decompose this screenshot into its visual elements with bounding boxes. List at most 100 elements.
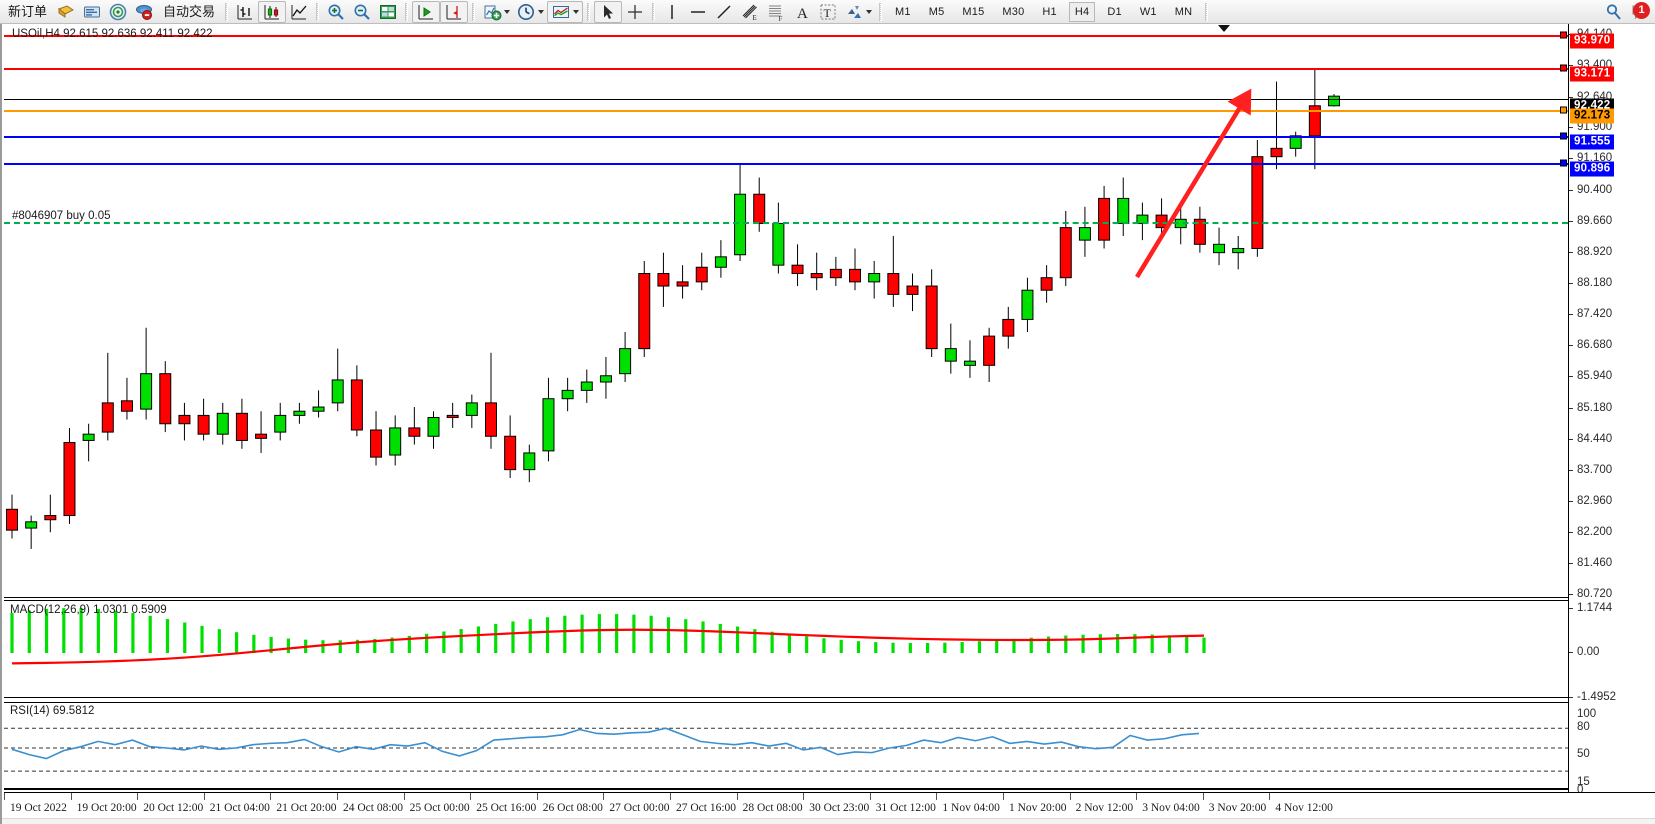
timeframe-H1[interactable]: H1 bbox=[1033, 1, 1065, 23]
rsi-line bbox=[11, 727, 1200, 760]
price-pane[interactable]: USOil,H4 92.615 92.636 92.411 92.422 #80… bbox=[4, 24, 1568, 598]
shift-start-icon[interactable] bbox=[412, 0, 441, 23]
add-indicator-icon[interactable] bbox=[479, 1, 513, 23]
timeframe-M15[interactable]: M15 bbox=[953, 1, 993, 23]
horizontal-line-tool-icon[interactable] bbox=[685, 1, 711, 23]
chart-window[interactable]: USOil,H4 92.615 92.636 92.411 92.422 #80… bbox=[0, 24, 1655, 824]
main-toolbar: 新订单 bbox=[0, 0, 1655, 24]
chart-collapse-caret-icon[interactable] bbox=[1218, 25, 1230, 32]
candle-body bbox=[484, 402, 497, 437]
time-tick-label: 31 Oct 12:00 bbox=[875, 802, 936, 814]
resistance-line-1[interactable] bbox=[4, 68, 1568, 70]
time-tickmark bbox=[670, 793, 671, 800]
vertical-line-tool-icon[interactable] bbox=[659, 1, 685, 23]
equidistant-channel-icon[interactable]: E bbox=[737, 1, 763, 23]
timeframe-M30[interactable]: M30 bbox=[993, 1, 1033, 23]
candle-body bbox=[868, 273, 881, 283]
bar-chart-icon[interactable] bbox=[232, 1, 258, 23]
support-2-anchor[interactable] bbox=[1560, 159, 1567, 167]
entry-anchor[interactable] bbox=[1560, 106, 1567, 114]
chevron-down-icon-4[interactable] bbox=[866, 9, 873, 14]
autotrading-icon[interactable] bbox=[131, 1, 157, 23]
new-order-button[interactable]: 新订单 bbox=[2, 1, 53, 23]
templates-icon[interactable] bbox=[547, 0, 584, 23]
tile-windows-icon[interactable] bbox=[375, 1, 401, 23]
resistance-2-anchor[interactable] bbox=[1560, 31, 1567, 39]
time-tick-label: 19 Oct 20:00 bbox=[76, 802, 137, 814]
time-tick-label: 1 Nov 20:00 bbox=[1009, 802, 1067, 814]
new-order-label: 新订单 bbox=[8, 3, 48, 19]
text-tool-icon[interactable]: A bbox=[789, 1, 815, 23]
crosshair-tool-icon[interactable] bbox=[622, 1, 648, 23]
candle-body bbox=[101, 402, 114, 433]
candle-body bbox=[542, 398, 555, 452]
price-axis[interactable]: 94.14093.40092.64091.90091.16090.40089.6… bbox=[1568, 24, 1655, 796]
macd-tick-label: 1.1744 bbox=[1577, 602, 1613, 614]
terminal-icon[interactable] bbox=[79, 1, 105, 23]
timeframe-W1[interactable]: W1 bbox=[1131, 1, 1166, 23]
price-tickmark bbox=[1569, 407, 1573, 409]
time-tick-label: 27 Oct 00:00 bbox=[609, 802, 670, 814]
timeframe-D1[interactable]: D1 bbox=[1098, 1, 1130, 23]
chart-plot-area[interactable]: USOil,H4 92.615 92.636 92.411 92.422 #80… bbox=[4, 24, 1568, 792]
macd-label: MACD(12,26,9) 1.0301 0.5909 bbox=[10, 604, 167, 616]
time-tickmark bbox=[869, 793, 871, 800]
support-line-2[interactable] bbox=[4, 163, 1568, 165]
price-tag-orange[interactable]: 92.173 bbox=[1570, 108, 1615, 124]
price-tickmark bbox=[1569, 282, 1573, 284]
candle-body bbox=[44, 515, 57, 521]
notifications-icon[interactable]: 1 bbox=[1627, 1, 1653, 23]
time-tickmark bbox=[4, 793, 5, 800]
timeframe-H4[interactable]: H4 bbox=[1066, 1, 1098, 23]
line-chart-icon[interactable] bbox=[286, 1, 312, 23]
autotrading-button[interactable]: 自动交易 bbox=[157, 1, 221, 23]
price-tick-label: 91.900 bbox=[1577, 121, 1613, 134]
price-tickmark bbox=[1569, 220, 1573, 222]
candle-body bbox=[791, 264, 804, 275]
buy-order-line[interactable] bbox=[4, 222, 1568, 224]
timeframe-MN[interactable]: MN bbox=[1166, 1, 1202, 23]
text-label-tool-icon[interactable]: T bbox=[815, 1, 841, 23]
price-tickmark bbox=[1569, 469, 1573, 471]
time-tick-label: 4 Nov 12:00 bbox=[1275, 802, 1333, 814]
candle-body bbox=[25, 521, 38, 529]
chevron-down-icon[interactable] bbox=[504, 9, 511, 14]
period-clock-icon[interactable] bbox=[513, 1, 547, 23]
price-tag-red[interactable]: 93.970 bbox=[1570, 33, 1615, 49]
search-icon[interactable] bbox=[1601, 1, 1627, 23]
timeframe-M1[interactable]: M1 bbox=[886, 1, 920, 23]
toolbar-separator-4 bbox=[472, 2, 476, 21]
candlestick-chart-icon[interactable] bbox=[258, 0, 287, 23]
price-tick-label: 90.400 bbox=[1577, 184, 1613, 197]
chevron-down-icon-2[interactable] bbox=[538, 9, 545, 14]
resistance-line-2[interactable] bbox=[4, 35, 1568, 37]
candle-body bbox=[331, 379, 344, 404]
trendline-tool-icon[interactable] bbox=[711, 1, 737, 23]
entry-line[interactable] bbox=[4, 110, 1568, 112]
zoom-in-icon[interactable] bbox=[323, 1, 349, 23]
arrows-tool-icon[interactable] bbox=[841, 1, 875, 23]
time-tick-label: 25 Oct 00:00 bbox=[409, 802, 470, 814]
chart-shift-icon[interactable] bbox=[440, 0, 469, 23]
support-1-anchor[interactable] bbox=[1560, 132, 1567, 140]
macd-signal-line bbox=[11, 628, 1205, 665]
candle-body bbox=[159, 373, 172, 425]
time-tickmark bbox=[936, 793, 938, 800]
resistance-1-anchor[interactable] bbox=[1560, 64, 1567, 72]
cursor-tool-icon[interactable] bbox=[594, 0, 623, 23]
timeframe-M5[interactable]: M5 bbox=[920, 1, 954, 23]
macd-pane[interactable]: MACD(12,26,9) 1.0301 0.5909 bbox=[4, 600, 1568, 698]
data-window-icon[interactable] bbox=[53, 1, 79, 23]
price-tag-blue[interactable]: 90.896 bbox=[1570, 161, 1615, 177]
market-watch-icon[interactable] bbox=[105, 1, 131, 23]
time-tickmark bbox=[1136, 793, 1138, 800]
chevron-down-icon-3[interactable] bbox=[573, 9, 580, 14]
zoom-out-icon[interactable] bbox=[349, 1, 375, 23]
fibonacci-tool-icon[interactable]: F bbox=[763, 1, 789, 23]
rsi-pane[interactable]: RSI(14) 69.5812 bbox=[4, 702, 1568, 790]
support-line-1[interactable] bbox=[4, 136, 1568, 138]
candle-body bbox=[983, 335, 996, 366]
price-tag-red[interactable]: 93.171 bbox=[1570, 66, 1615, 82]
candle-body bbox=[446, 414, 459, 418]
price-tag-blue[interactable]: 91.555 bbox=[1570, 134, 1615, 150]
